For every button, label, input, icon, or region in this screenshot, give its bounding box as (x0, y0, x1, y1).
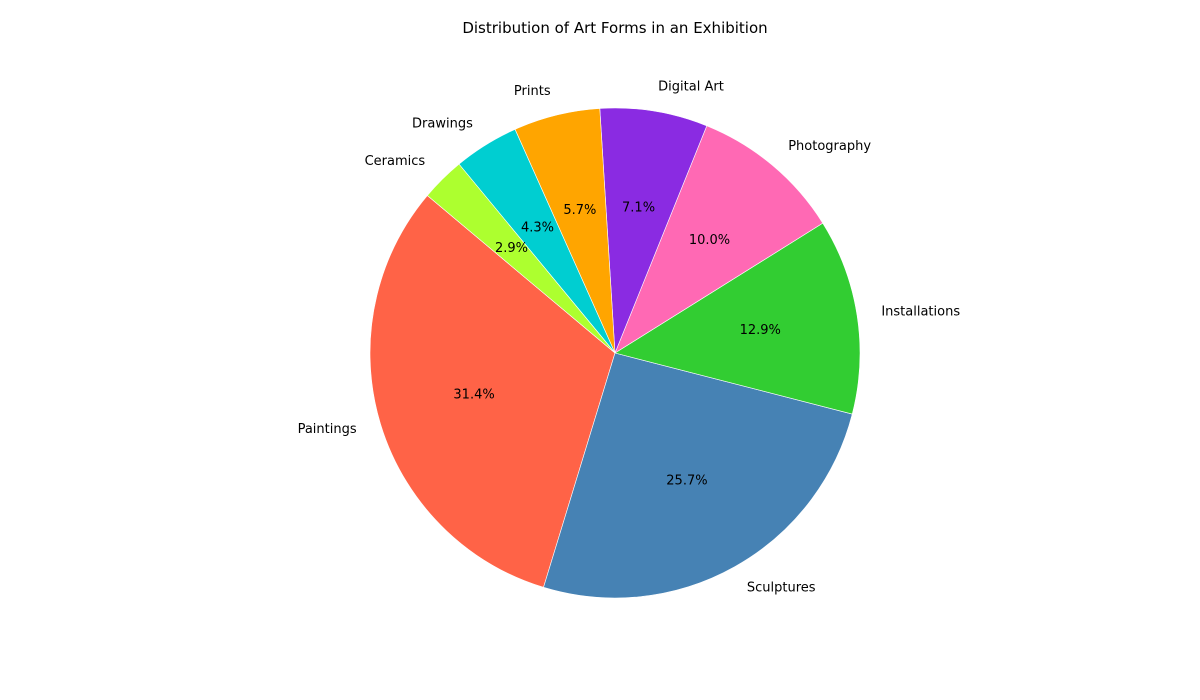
pie-slice-paintings (369, 195, 616, 588)
pie-slice-sculptures (543, 352, 853, 599)
percent-label-ceramics: 2.9% (495, 241, 528, 256)
pie-slices (369, 107, 861, 599)
slice-label-sculptures: Sculptures (747, 581, 816, 596)
percent-label-digital-art: 7.1% (622, 200, 655, 215)
pie-slice-digital-art (599, 107, 708, 354)
percent-label-installations: 12.9% (740, 323, 781, 338)
slice-label-paintings: Paintings (298, 422, 357, 437)
percent-label-sculptures: 25.7% (666, 474, 707, 489)
percent-label-photography: 10.0% (689, 233, 730, 248)
pie-slice-photography (614, 125, 824, 354)
percent-label-prints: 5.7% (563, 203, 596, 218)
chart-title: Distribution of Art Forms in an Exhibiti… (462, 19, 767, 37)
pie-labels: Paintings 31.4% Sculptures 25.7% Installatio… (298, 79, 961, 595)
pie-slice-installations (614, 222, 861, 415)
percent-label-drawings: 4.3% (521, 221, 554, 236)
pie-slice-ceramics (426, 163, 616, 354)
slice-label-digital-art: Digital Art (658, 79, 724, 94)
slice-label-ceramics: Ceramics (365, 154, 426, 169)
slice-label-prints: Prints (514, 84, 551, 99)
slice-label-photography: Photography (788, 139, 871, 154)
percent-label-paintings: 31.4% (453, 387, 494, 402)
slice-label-installations: Installations (881, 304, 960, 319)
slice-label-drawings: Drawings (412, 117, 473, 132)
